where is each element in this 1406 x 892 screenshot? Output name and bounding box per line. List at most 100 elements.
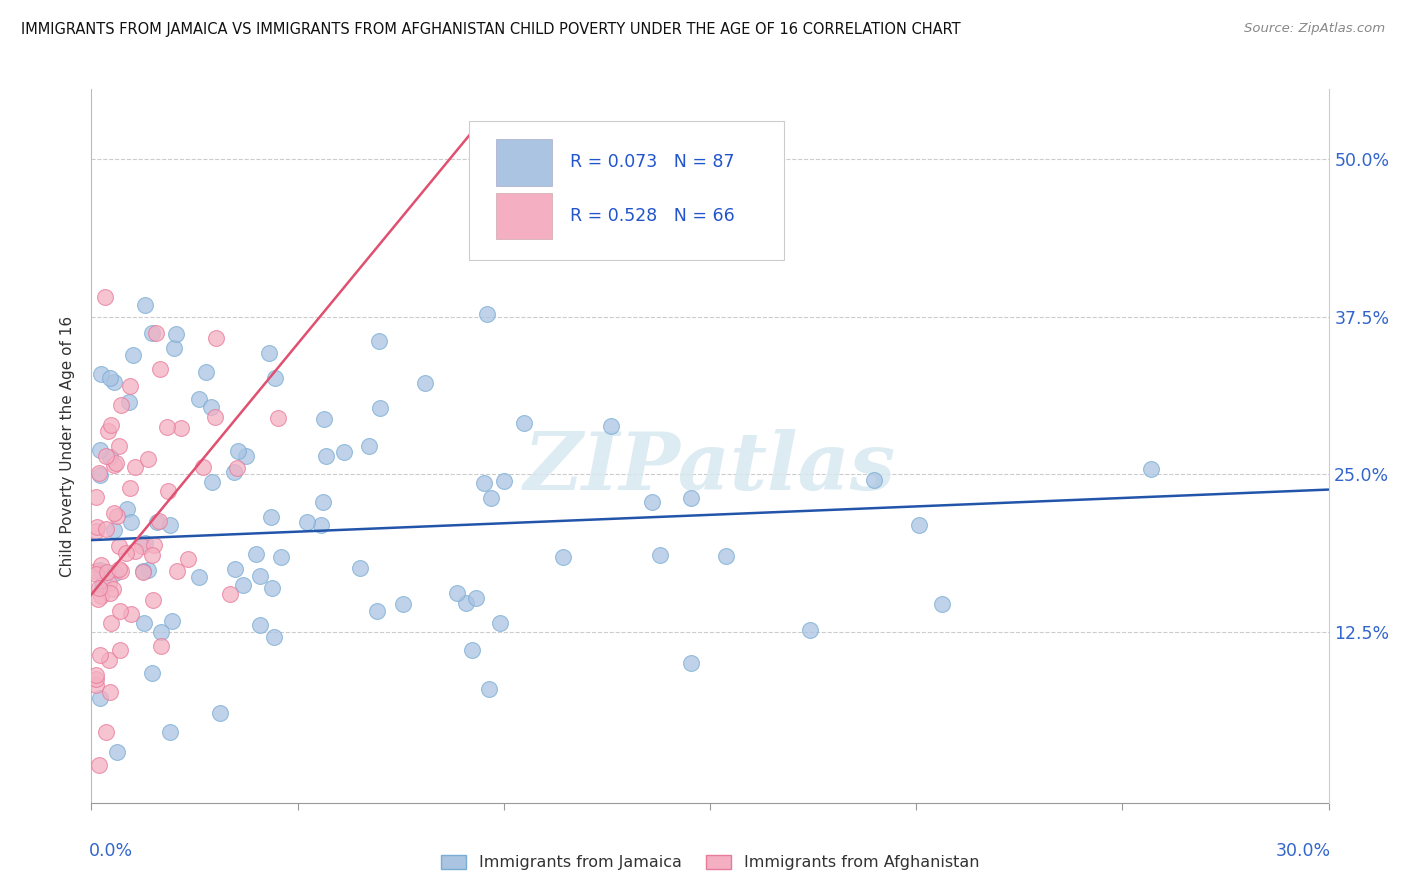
Point <box>84 672 107 686</box>
Point <box>232 577 254 591</box>
Point <box>492 475 515 489</box>
Point <box>357 439 380 453</box>
Point <box>208 706 231 721</box>
Y-axis label: Child Poverty Under the Age of 16: Child Poverty Under the Age of 16 <box>60 316 76 576</box>
Point <box>90 558 112 573</box>
Point <box>245 547 267 561</box>
Point <box>98 371 121 385</box>
Point <box>270 549 292 564</box>
Point <box>149 624 172 639</box>
Point <box>91 575 114 590</box>
Point <box>87 467 110 481</box>
Point <box>84 490 107 504</box>
Point <box>263 371 285 385</box>
Point <box>94 290 117 304</box>
Point <box>103 458 125 472</box>
Point <box>110 642 132 657</box>
Point <box>681 491 703 505</box>
Point <box>226 444 249 458</box>
Point <box>136 563 159 577</box>
Point <box>132 615 155 630</box>
Point <box>84 564 107 578</box>
Point <box>98 685 121 699</box>
Point <box>170 421 193 435</box>
Point <box>315 450 337 464</box>
Point <box>89 468 111 483</box>
Point <box>84 667 107 681</box>
Point <box>107 562 129 576</box>
Point <box>105 508 128 523</box>
Point <box>204 409 226 424</box>
Point <box>194 366 217 380</box>
Point <box>97 653 120 667</box>
Point <box>267 410 290 425</box>
Point <box>94 523 117 537</box>
Point <box>177 552 200 566</box>
Point <box>249 617 271 632</box>
Point <box>107 439 129 453</box>
Point <box>224 562 246 576</box>
Point <box>200 400 222 414</box>
Point <box>392 597 415 611</box>
Point <box>94 449 117 463</box>
Point <box>159 724 181 739</box>
Point <box>134 298 156 312</box>
Point <box>110 565 132 579</box>
Text: R = 0.073   N = 87: R = 0.073 N = 87 <box>571 153 735 171</box>
Point <box>118 394 141 409</box>
Text: 30.0%: 30.0% <box>1277 842 1331 860</box>
Point <box>191 460 214 475</box>
Point <box>262 582 284 596</box>
Point <box>105 745 128 759</box>
FancyBboxPatch shape <box>468 121 785 260</box>
Point <box>89 691 111 706</box>
Point <box>108 604 131 618</box>
Point <box>149 361 172 376</box>
Point <box>131 539 153 553</box>
Point <box>104 456 127 470</box>
Point <box>160 614 183 628</box>
Point <box>446 586 468 600</box>
Point <box>84 678 107 692</box>
Text: R = 0.528   N = 66: R = 0.528 N = 66 <box>571 207 735 225</box>
Point <box>551 549 574 564</box>
Point <box>187 570 209 584</box>
Point <box>90 368 112 382</box>
Point <box>679 656 702 670</box>
Point <box>249 568 271 582</box>
Point <box>257 346 280 360</box>
Point <box>648 548 671 562</box>
Point <box>86 520 108 534</box>
Point <box>96 566 118 580</box>
Point <box>110 399 132 413</box>
Point <box>201 475 224 489</box>
Point <box>141 548 163 562</box>
Point <box>716 549 738 563</box>
Point <box>84 566 107 581</box>
Point <box>222 465 245 479</box>
Point <box>349 560 371 574</box>
Point <box>226 461 249 475</box>
Point <box>97 424 120 438</box>
Text: 0.0%: 0.0% <box>89 842 134 860</box>
Point <box>259 510 281 524</box>
Point <box>103 506 125 520</box>
Point <box>96 725 118 739</box>
Point <box>1139 461 1161 475</box>
Point <box>479 491 502 506</box>
Point <box>115 546 138 560</box>
Point <box>148 514 170 528</box>
Point <box>100 616 122 631</box>
Point <box>312 494 335 508</box>
Point <box>599 418 621 433</box>
Point <box>205 331 228 345</box>
Point <box>87 758 110 772</box>
Point <box>131 566 153 580</box>
Text: ZIPatlas: ZIPatlas <box>524 429 896 506</box>
Point <box>931 597 953 611</box>
Point <box>141 326 163 340</box>
Point <box>368 334 391 348</box>
Point <box>314 412 336 426</box>
Point <box>472 476 495 491</box>
Point <box>478 681 501 696</box>
